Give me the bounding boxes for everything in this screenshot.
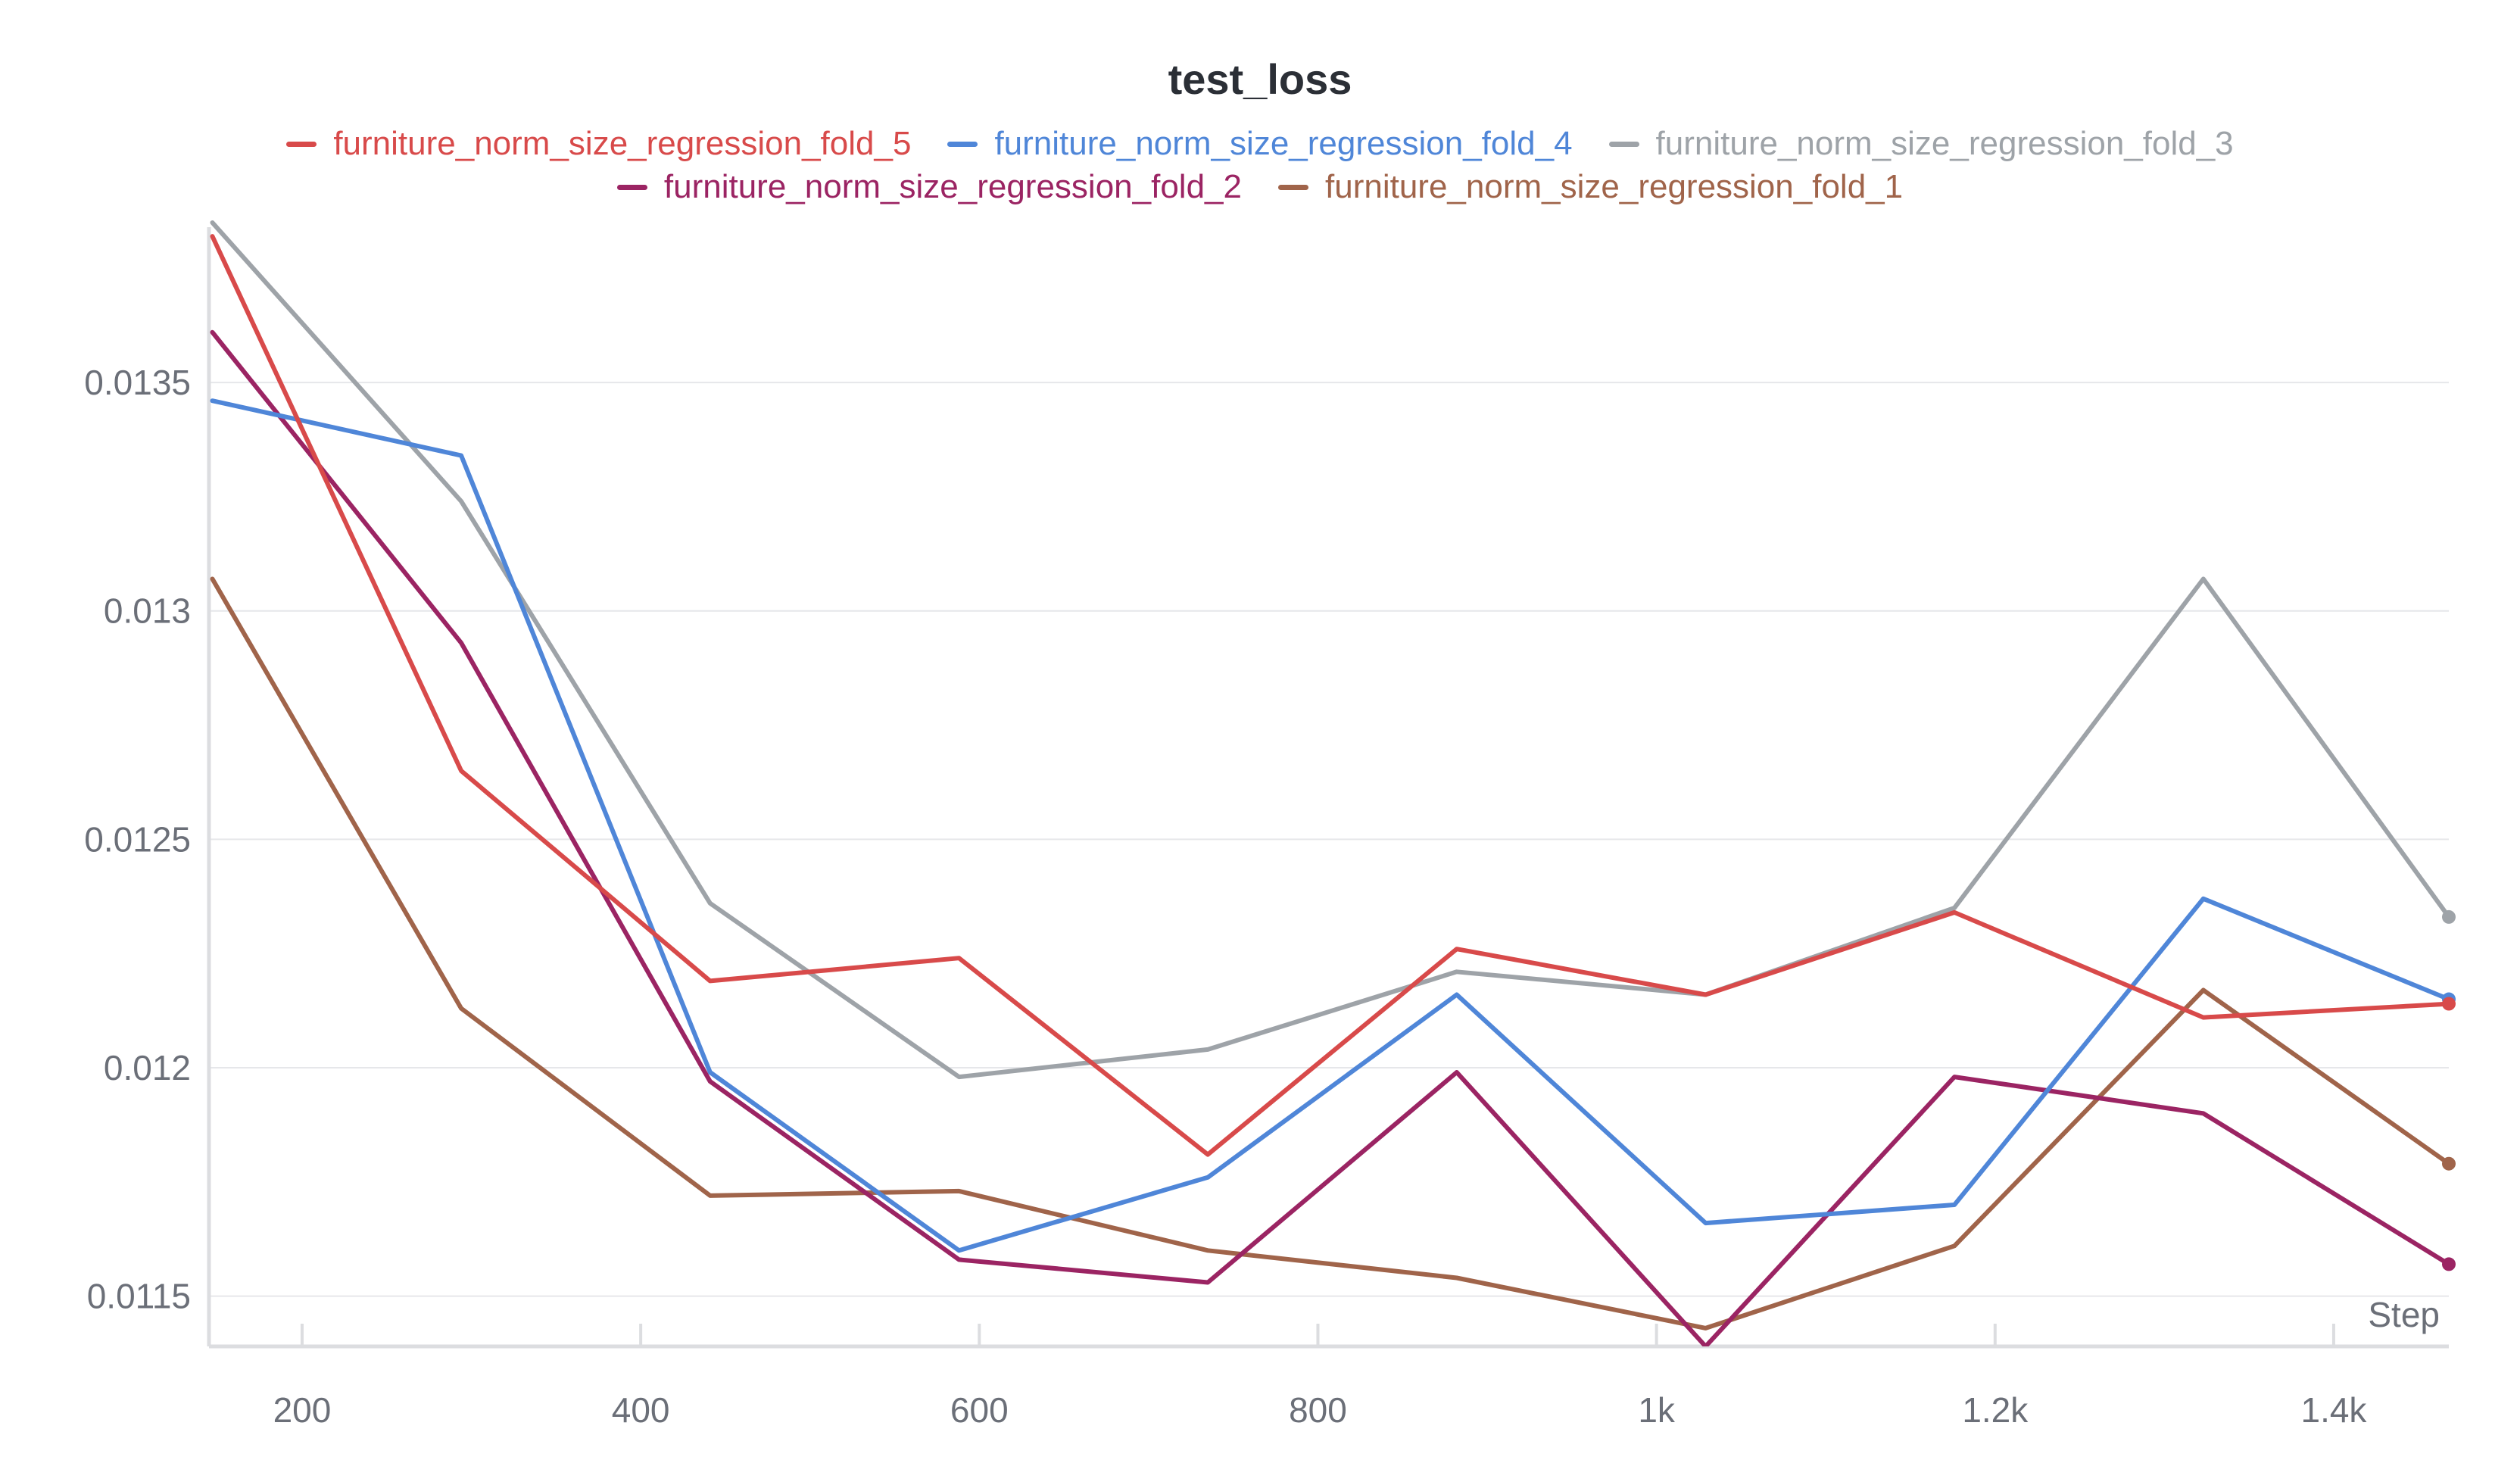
x-tick-label: 800 [1289,1390,1347,1430]
series-endpoint-furniture_norm_size_regression_fold_5 [2442,997,2456,1011]
x-tick-label: 1k [1638,1390,1676,1430]
series-endpoint-furniture_norm_size_regression_fold_3 [2442,909,2456,924]
legend-swatch-fold-2 [616,184,647,190]
legend-item-fold-3[interactable]: furniture_norm_size_regression_fold_3 [1608,125,2234,163]
legend-label-fold-5: furniture_norm_size_regression_fold_5 [333,125,912,162]
legend-row-2: furniture_norm_size_regression_fold_2 fu… [0,168,2520,206]
legend-row-1: furniture_norm_size_regression_fold_5 fu… [0,125,2520,163]
x-tick-label: 1.2k [1962,1390,2029,1430]
x-tick-label: 400 [612,1390,670,1430]
y-tick-label: 0.0115 [87,1277,191,1316]
chart-title: test_loss [1168,55,1352,103]
legend-item-fold-2[interactable]: furniture_norm_size_regression_fold_2 [616,168,1242,206]
x-tick-label: 200 [273,1390,332,1430]
legend-label-fold-3: furniture_norm_size_regression_fold_3 [1655,125,2234,162]
series-line-furniture_norm_size_regression_fold_4 [210,398,2451,1253]
legend-swatch-fold-1 [1278,184,1308,190]
legend-swatch-fold-4 [947,141,978,147]
series-line-furniture_norm_size_regression_fold_3 [210,220,2451,1080]
legend-label-fold-4: furniture_norm_size_regression_fold_4 [994,125,1573,162]
y-tick-label: 0.013 [104,591,191,631]
y-tick-label: 0.012 [104,1048,191,1087]
x-tick-label: 1.4k [2300,1390,2367,1430]
legend-item-fold-1[interactable]: furniture_norm_size_regression_fold_1 [1278,168,1903,206]
legend-item-fold-5[interactable]: furniture_norm_size_regression_fold_5 [286,125,911,163]
series-line-furniture_norm_size_regression_fold_2 [210,329,2451,1346]
x-tick-label: 600 [950,1390,1009,1430]
series-line-furniture_norm_size_regression_fold_5 [210,234,2451,1157]
legend-label-fold-1: furniture_norm_size_regression_fold_1 [1325,168,1904,205]
series-line-furniture_norm_size_regression_fold_1 [210,576,2451,1331]
legend-item-fold-4[interactable]: furniture_norm_size_regression_fold_4 [947,125,1573,163]
legend-label-fold-2: furniture_norm_size_regression_fold_2 [663,168,1242,205]
legend-swatch-fold-5 [286,141,317,147]
series-endpoint-furniture_norm_size_regression_fold_1 [2442,1156,2456,1171]
x-axis-label: Step [2368,1295,2440,1334]
legend-swatch-fold-3 [1608,141,1639,147]
y-tick-label: 0.0135 [84,363,191,402]
series-endpoint-furniture_norm_size_regression_fold_2 [2442,1257,2456,1271]
y-tick-label: 0.0125 [84,819,191,859]
